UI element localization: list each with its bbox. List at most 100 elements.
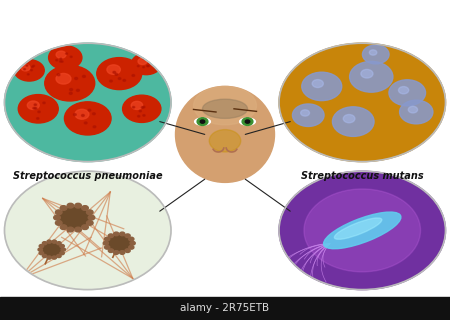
Circle shape <box>60 252 64 255</box>
Circle shape <box>108 234 113 237</box>
Circle shape <box>60 58 62 60</box>
Circle shape <box>54 215 60 220</box>
Ellipse shape <box>194 86 256 125</box>
Circle shape <box>76 89 79 92</box>
Circle shape <box>93 113 95 115</box>
Circle shape <box>42 242 47 245</box>
Circle shape <box>82 206 88 210</box>
Circle shape <box>110 80 112 82</box>
Circle shape <box>108 249 113 252</box>
Circle shape <box>369 50 377 55</box>
Circle shape <box>131 101 143 109</box>
Circle shape <box>132 107 135 108</box>
Circle shape <box>398 86 409 94</box>
Circle shape <box>97 58 142 90</box>
Circle shape <box>69 92 72 94</box>
Circle shape <box>45 65 94 101</box>
Circle shape <box>36 118 39 119</box>
Circle shape <box>61 248 65 251</box>
Circle shape <box>38 248 42 251</box>
Ellipse shape <box>202 99 248 118</box>
Circle shape <box>197 118 208 125</box>
Circle shape <box>114 232 119 236</box>
Circle shape <box>70 56 72 58</box>
Circle shape <box>59 207 89 228</box>
Text: Aspergillus fumigatus: Aspergillus fumigatus <box>27 299 148 309</box>
Circle shape <box>4 171 171 290</box>
Circle shape <box>35 108 37 109</box>
Ellipse shape <box>176 86 274 182</box>
Circle shape <box>408 106 418 113</box>
Circle shape <box>60 206 67 210</box>
Circle shape <box>292 104 324 126</box>
Circle shape <box>39 244 44 248</box>
Circle shape <box>86 220 93 225</box>
Circle shape <box>138 116 140 117</box>
Circle shape <box>118 78 121 80</box>
Ellipse shape <box>324 212 401 249</box>
Circle shape <box>52 240 57 243</box>
Circle shape <box>113 71 116 73</box>
Circle shape <box>130 241 135 245</box>
Circle shape <box>67 203 74 208</box>
Circle shape <box>389 80 426 106</box>
Circle shape <box>120 251 125 254</box>
Circle shape <box>122 95 161 123</box>
Circle shape <box>75 109 89 119</box>
Circle shape <box>144 58 145 60</box>
Circle shape <box>107 65 120 74</box>
Circle shape <box>279 171 446 290</box>
Bar <box>0 297 450 320</box>
Circle shape <box>104 245 110 249</box>
Circle shape <box>75 227 81 232</box>
Circle shape <box>47 256 51 259</box>
Circle shape <box>64 102 111 135</box>
Circle shape <box>21 65 30 71</box>
Circle shape <box>138 58 147 65</box>
Circle shape <box>42 254 47 258</box>
Circle shape <box>57 254 61 258</box>
Circle shape <box>88 215 95 220</box>
Circle shape <box>104 237 110 241</box>
Circle shape <box>66 53 68 54</box>
Circle shape <box>60 244 64 248</box>
Circle shape <box>24 68 26 70</box>
Circle shape <box>82 75 86 77</box>
Circle shape <box>81 115 84 116</box>
Circle shape <box>49 46 82 69</box>
Circle shape <box>33 108 35 109</box>
Circle shape <box>32 66 33 68</box>
Circle shape <box>86 210 93 215</box>
Circle shape <box>131 53 161 75</box>
Text: Streptococcus mutans: Streptococcus mutans <box>301 171 423 181</box>
Circle shape <box>75 203 81 208</box>
Circle shape <box>400 100 433 124</box>
Circle shape <box>73 114 76 116</box>
Circle shape <box>18 95 58 123</box>
Circle shape <box>27 101 39 109</box>
Circle shape <box>39 252 44 255</box>
Circle shape <box>312 80 324 88</box>
Circle shape <box>301 110 310 116</box>
Circle shape <box>70 89 72 91</box>
Circle shape <box>120 232 125 236</box>
Circle shape <box>57 74 60 76</box>
Circle shape <box>125 249 130 252</box>
Circle shape <box>55 220 62 225</box>
Ellipse shape <box>209 130 241 152</box>
Circle shape <box>43 102 45 104</box>
Ellipse shape <box>194 118 211 125</box>
Circle shape <box>93 126 96 128</box>
Circle shape <box>302 72 342 100</box>
Circle shape <box>362 45 389 64</box>
Circle shape <box>33 65 35 67</box>
Circle shape <box>141 107 144 108</box>
Circle shape <box>361 69 373 78</box>
Circle shape <box>304 189 420 272</box>
Circle shape <box>115 73 117 75</box>
Circle shape <box>31 69 32 71</box>
Circle shape <box>343 115 355 123</box>
Circle shape <box>143 115 145 116</box>
Circle shape <box>148 65 149 67</box>
Circle shape <box>34 104 36 106</box>
